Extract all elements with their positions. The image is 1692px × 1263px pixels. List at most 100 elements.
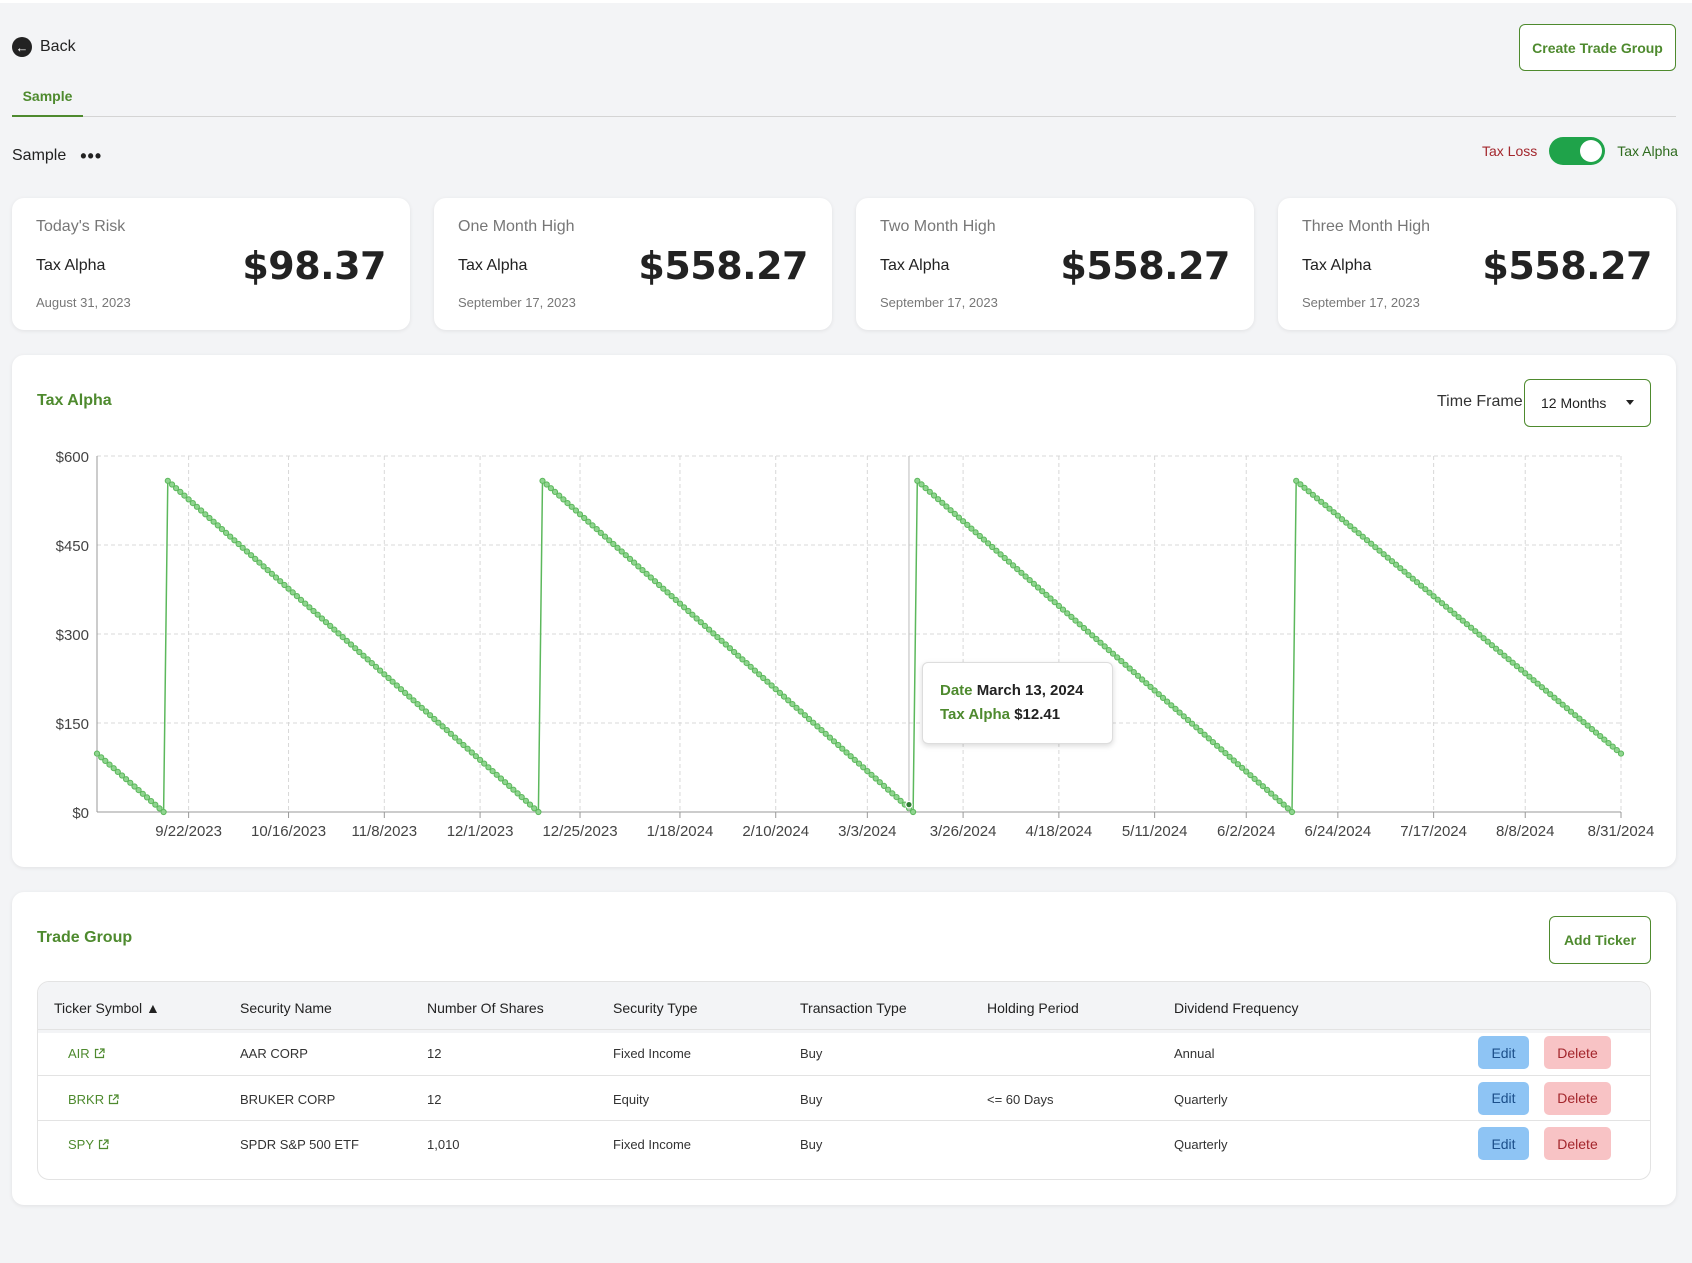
data-point	[1359, 533, 1366, 540]
data-point	[214, 522, 221, 529]
add-ticker-button[interactable]: Add Ticker	[1549, 916, 1651, 964]
y-tick-label: $150	[56, 716, 89, 733]
edit-button[interactable]: Edit	[1478, 1081, 1529, 1115]
card-date: September 17, 2023	[880, 295, 998, 310]
card-value: $558.27	[1482, 244, 1652, 288]
data-point	[839, 745, 846, 752]
data-point	[114, 768, 121, 775]
data-point	[1580, 719, 1587, 726]
data-point	[1272, 794, 1279, 801]
tab-bar: Sample	[12, 76, 1676, 117]
ticker-link[interactable]: AIR	[68, 1046, 105, 1061]
data-point	[1084, 628, 1092, 635]
data-point	[764, 678, 771, 685]
x-tick-label: 1/18/2024	[647, 823, 714, 840]
data-point	[1109, 650, 1117, 657]
data-point	[1030, 580, 1038, 587]
delete-button[interactable]: Delete	[1544, 1081, 1611, 1115]
tax-mode-switch[interactable]	[1549, 137, 1606, 165]
data-point	[1064, 610, 1071, 617]
data-point	[1172, 705, 1179, 712]
ticker-link[interactable]: SPY	[68, 1137, 109, 1152]
data-point	[327, 622, 334, 629]
data-point	[1397, 565, 1404, 572]
data-point	[1443, 603, 1450, 610]
cell-dividend: Annual	[1174, 1046, 1215, 1061]
cell-security-type: Fixed Income	[613, 1137, 692, 1152]
data-point	[930, 492, 938, 499]
data-point	[1488, 642, 1496, 649]
create-trade-group-button[interactable]: Create Trade Group	[1519, 24, 1676, 71]
trade-group-title: Trade Group	[37, 929, 133, 946]
data-point	[556, 492, 563, 499]
data-point	[710, 630, 717, 637]
data-point	[664, 589, 671, 596]
data-point	[1068, 613, 1075, 620]
delete-button[interactable]: Delete	[1544, 1127, 1611, 1160]
data-point	[581, 514, 588, 522]
data-point	[368, 660, 375, 667]
column-header[interactable]: Ticker Symbol ▲	[54, 1000, 160, 1016]
data-point	[1010, 562, 1017, 569]
data-point	[1576, 715, 1583, 722]
cell-shares: 1,010	[427, 1137, 460, 1152]
data-point	[189, 500, 196, 507]
tab-sample[interactable]: Sample	[12, 76, 83, 117]
cell-security-type: Equity	[613, 1091, 650, 1107]
back-button[interactable]: ← Back	[12, 37, 76, 57]
data-point	[1226, 753, 1233, 760]
data-point	[1264, 786, 1271, 793]
data-point	[418, 704, 425, 711]
data-point	[160, 808, 167, 816]
data-point	[318, 615, 325, 622]
data-point	[1393, 561, 1400, 568]
highlighted-point	[905, 800, 913, 809]
data-point	[685, 607, 692, 615]
data-point	[143, 794, 151, 801]
data-point	[660, 585, 667, 592]
cell-security-type: Fixed Income	[613, 1046, 692, 1061]
x-tick-label: 6/24/2024	[1304, 823, 1371, 840]
data-point	[1288, 808, 1296, 816]
more-options-icon[interactable]: •••	[80, 146, 103, 166]
data-point	[747, 663, 754, 670]
arrow-left-icon: ←	[12, 37, 32, 57]
data-point	[123, 776, 130, 783]
data-point	[460, 741, 467, 749]
card-date: August 31, 2023	[36, 295, 131, 310]
tax-alpha-line-chart[interactable]: $0 $150 $300 $450 $600 9/22/2023 10/16/2023 11/…	[12, 355, 1676, 867]
data-point	[539, 477, 546, 484]
data-point	[264, 567, 271, 574]
data-point	[210, 518, 217, 525]
data-point	[926, 488, 933, 495]
data-point	[93, 750, 101, 757]
x-tick-label: 4/18/2024	[1026, 823, 1093, 840]
cell-shares: 12	[427, 1046, 442, 1061]
edit-button[interactable]: Edit	[1478, 1127, 1529, 1160]
data-point	[127, 779, 134, 786]
data-point	[1601, 736, 1608, 743]
data-point	[1130, 669, 1137, 676]
x-tick-label: 3/3/2024	[838, 823, 896, 840]
x-tick-label: 9/22/2023	[155, 823, 222, 840]
y-tick-label: $300	[56, 627, 89, 644]
time-frame-select[interactable]: 12 Months	[1524, 379, 1651, 427]
data-point	[472, 753, 479, 760]
delete-button[interactable]: Delete	[1544, 1036, 1611, 1069]
edit-button[interactable]: Edit	[1478, 1036, 1529, 1069]
time-frame-label: Time Frame	[1437, 393, 1523, 410]
data-point	[1326, 505, 1333, 512]
data-point	[880, 782, 888, 789]
x-tick-label: 6/2/2024	[1217, 823, 1275, 840]
data-point	[1592, 729, 1600, 736]
data-point	[377, 667, 384, 674]
data-point	[1201, 731, 1208, 738]
data-point	[868, 771, 875, 778]
ticker-link[interactable]: BRKR	[68, 1092, 119, 1107]
data-point	[635, 563, 642, 570]
data-point	[102, 757, 109, 764]
data-point	[1447, 607, 1454, 614]
data-point	[743, 660, 750, 667]
cell-transaction: Buy	[800, 1046, 823, 1061]
data-point	[1547, 691, 1554, 698]
